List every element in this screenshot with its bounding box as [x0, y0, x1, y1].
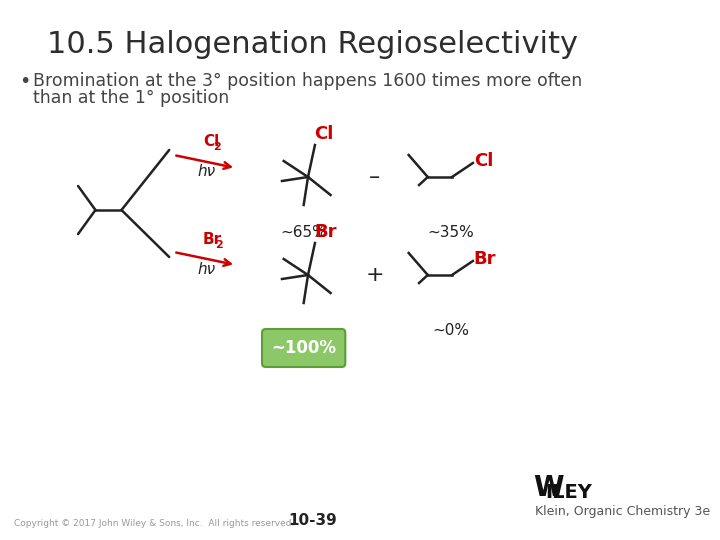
Text: Cl: Cl [203, 134, 220, 150]
Text: W: W [533, 474, 563, 502]
Text: –: – [369, 167, 380, 187]
Text: ~65%: ~65% [280, 225, 327, 240]
Text: Klein, Organic Chemistry 3e: Klein, Organic Chemistry 3e [536, 505, 711, 518]
Text: Cl: Cl [314, 125, 333, 143]
Text: Copyright © 2017 John Wiley & Sons, Inc.  All rights reserved.: Copyright © 2017 John Wiley & Sons, Inc.… [14, 519, 294, 528]
Text: Bromination at the 3° position happens 1600 times more often: Bromination at the 3° position happens 1… [33, 72, 582, 90]
Text: hν: hν [197, 165, 215, 179]
FancyBboxPatch shape [262, 329, 346, 367]
Text: ~35%: ~35% [428, 225, 474, 240]
Text: ~100%: ~100% [271, 339, 336, 357]
Text: +: + [366, 265, 384, 285]
Text: Br: Br [203, 232, 222, 246]
Text: 10.5 Halogenation Regioselectivity: 10.5 Halogenation Regioselectivity [47, 30, 578, 59]
Text: 2: 2 [215, 240, 223, 249]
Text: 2: 2 [213, 143, 221, 152]
Text: ~0%: ~0% [433, 323, 469, 338]
Text: Br: Br [314, 223, 336, 241]
Text: Cl: Cl [474, 152, 493, 170]
Text: hν: hν [197, 261, 215, 276]
Text: Br: Br [474, 250, 496, 268]
Text: 10-39: 10-39 [288, 513, 337, 528]
Text: •: • [19, 72, 30, 91]
Text: than at the 1° position: than at the 1° position [33, 89, 229, 107]
Text: ILEY: ILEY [546, 483, 593, 502]
